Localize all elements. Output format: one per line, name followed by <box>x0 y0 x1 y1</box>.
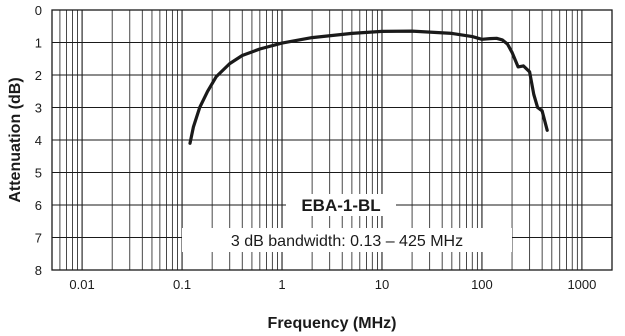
bandwidth-label: 3 dB bandwidth: 0.13 – 425 MHz <box>231 233 463 250</box>
attenuation-curve <box>188 29 549 145</box>
y-tick-label: 3 <box>35 101 42 116</box>
model-label: EBA-1-BL <box>301 196 380 215</box>
x-tick-label: 1000 <box>567 277 596 292</box>
x-tick-label: 100 <box>471 277 493 292</box>
y-tick-label: 8 <box>35 263 42 278</box>
y-tick-label: 7 <box>35 231 42 246</box>
x-tick-label: 0.01 <box>69 277 94 292</box>
y-axis-title: Attenuation (dB) <box>7 77 24 202</box>
y-axis-ticks: 0 1 2 3 4 5 6 7 8 <box>35 3 42 278</box>
y-tick-label: 4 <box>35 133 42 148</box>
x-axis-title: Frequency (MHz) <box>268 315 397 332</box>
y-tick-label: 1 <box>35 36 42 51</box>
y-tick-label: 0 <box>35 3 42 18</box>
y-tick-label: 2 <box>35 68 42 83</box>
x-tick-label: 10 <box>375 277 389 292</box>
model-label-background <box>286 194 396 216</box>
plot-frame <box>51 9 613 271</box>
x-tick-label: 0.1 <box>173 277 191 292</box>
y-tick-label: 6 <box>35 198 42 213</box>
y-tick-label: 5 <box>35 166 42 181</box>
x-axis-ticks: 0.01 0.1 1 10 100 1000 <box>69 277 596 292</box>
x-tick-label: 1 <box>278 277 285 292</box>
bandwidth-label-background <box>182 228 512 252</box>
